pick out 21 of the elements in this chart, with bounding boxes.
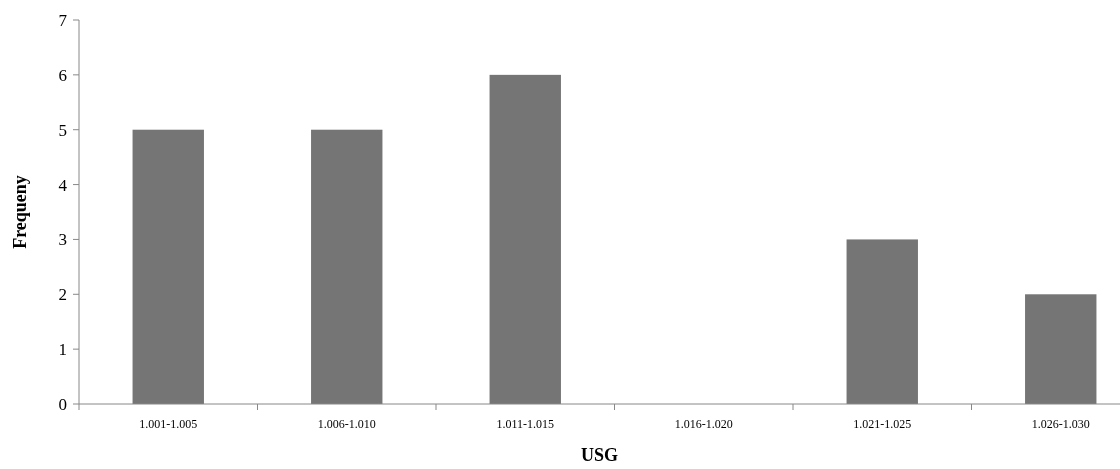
y-tick-label: 4 — [58, 175, 68, 195]
bar — [132, 129, 204, 404]
y-tick-label: 0 — [58, 394, 67, 414]
bar — [311, 129, 383, 404]
x-tick-label: 1.011-1.015 — [496, 417, 555, 431]
x-tick-label: 1.026-1.030 — [1031, 417, 1090, 431]
bar — [489, 74, 561, 404]
y-tick-label: 2 — [58, 285, 67, 305]
x-tick-label: 1.006-1.010 — [317, 417, 376, 431]
x-tick-label: 1.021-1.025 — [853, 417, 912, 431]
y-tick-label: 5 — [58, 120, 67, 140]
bar — [1025, 294, 1097, 404]
y-axis-title: Frequeny — [10, 175, 30, 249]
y-tick-label: 1 — [58, 340, 67, 360]
bar — [846, 239, 918, 404]
x-axis-title: USG — [580, 445, 619, 465]
y-tick-label: 7 — [58, 10, 68, 30]
x-tick-label: 1.001-1.005 — [139, 417, 198, 431]
y-tick-label: 3 — [58, 230, 67, 250]
x-tick-label: 1.016-1.020 — [674, 417, 733, 431]
y-tick-label: 6 — [58, 65, 67, 85]
